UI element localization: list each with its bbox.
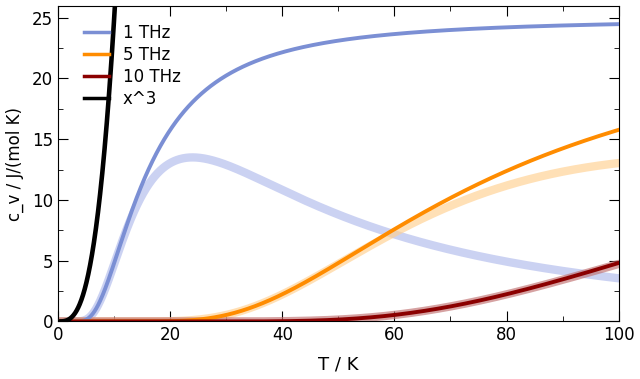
- Legend: 1 THz, 5 THz, 10 THz, x^3: 1 THz, 5 THz, 10 THz, x^3: [77, 17, 188, 115]
- X-axis label: T / K: T / K: [318, 356, 358, 373]
- Y-axis label: c_v / J/(mol K): c_v / J/(mol K): [6, 106, 24, 221]
